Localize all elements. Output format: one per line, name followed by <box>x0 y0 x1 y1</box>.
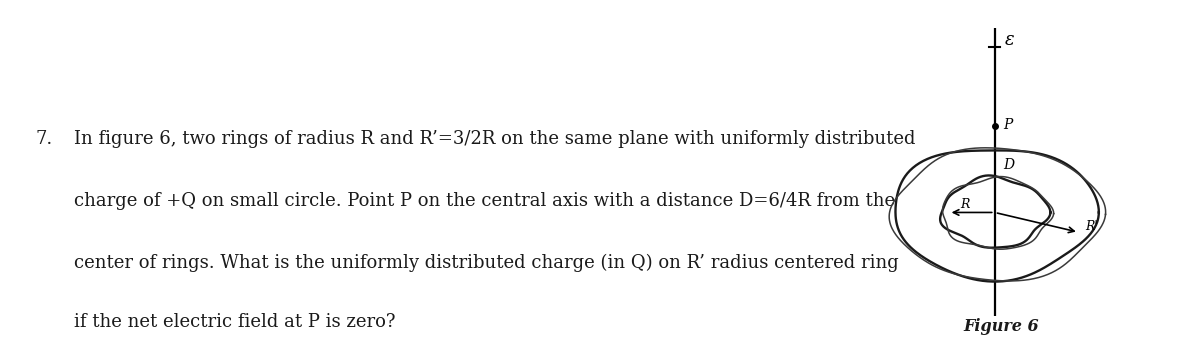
Text: P: P <box>1002 118 1012 132</box>
Text: D: D <box>1002 158 1014 172</box>
Text: center of rings. What is the uniformly distributed charge (in Q) on R’ radius ce: center of rings. What is the uniformly d… <box>74 254 900 272</box>
Text: if the net electric field at P is zero?: if the net electric field at P is zero? <box>74 313 396 331</box>
Text: 7.: 7. <box>35 130 53 148</box>
Text: ε: ε <box>1005 31 1014 49</box>
Text: charge of +Q on small circle. Point P on the central axis with a distance D=6/4R: charge of +Q on small circle. Point P on… <box>74 192 896 210</box>
Text: Figure 6: Figure 6 <box>963 319 1039 335</box>
Text: In figure 6, two rings of radius R and R’=3/2R on the same plane with uniformly : In figure 6, two rings of radius R and R… <box>74 130 916 148</box>
Text: R': R' <box>1085 220 1098 233</box>
Text: R: R <box>960 198 969 211</box>
